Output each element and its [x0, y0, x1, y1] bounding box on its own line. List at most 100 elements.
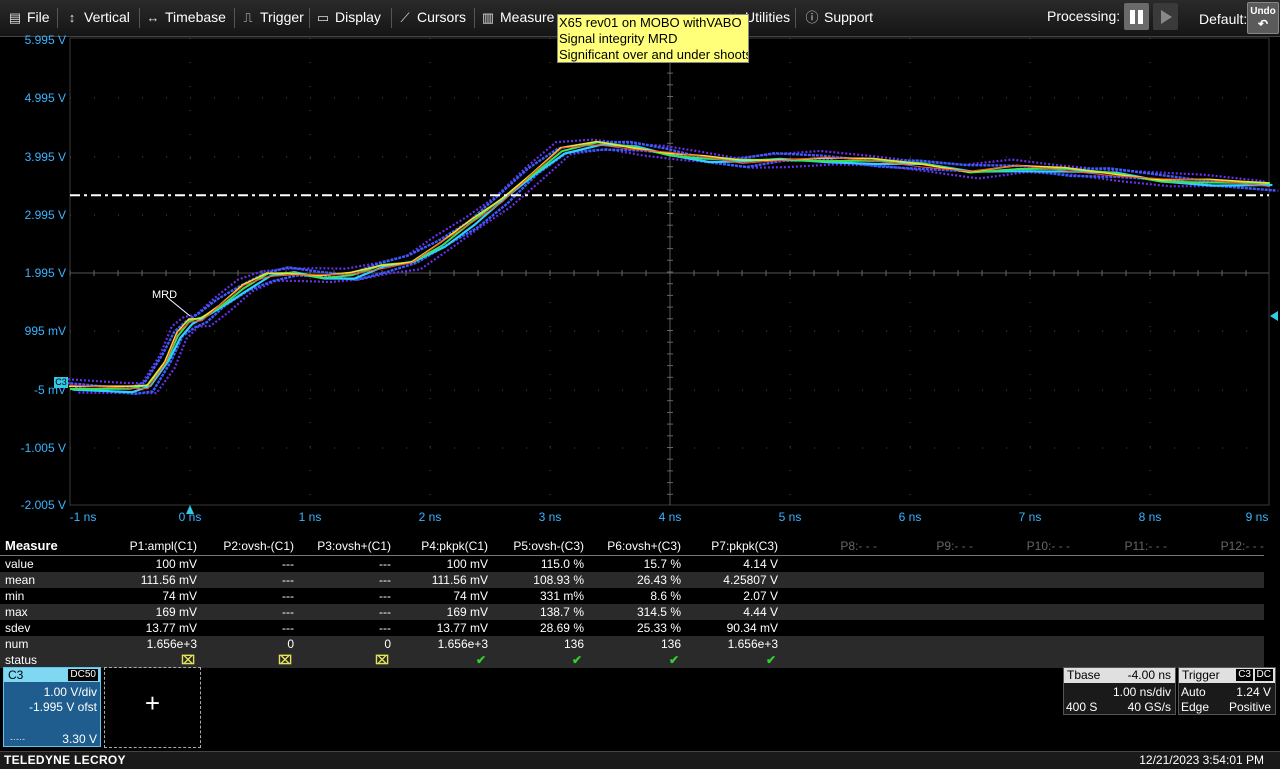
- status-warning-icon: ⌧: [375, 653, 389, 667]
- measure-icon: ▥: [481, 10, 495, 25]
- measure-param-header[interactable]: P10:- - -: [1026, 539, 1070, 553]
- menu-support[interactable]: ⓘ Support: [805, 0, 873, 34]
- menu-bar: ▤ File ↕ Vertical ↔ Timebase ⎍ Trigger ▭ Disp…: [0, 0, 1280, 37]
- timebase-descriptor[interactable]: Tbase -4.00 ns 1.00 ns/div 400 S 40 GS/s: [1063, 667, 1176, 715]
- measure-cell: ---: [379, 605, 391, 619]
- plus-icon: +: [144, 688, 161, 718]
- measure-param-header[interactable]: P12:- - -: [1220, 539, 1264, 553]
- menu-timebase[interactable]: ↔ Timebase: [146, 0, 226, 34]
- play-button[interactable]: [1153, 3, 1178, 30]
- measure-param-header[interactable]: P7:pkpk(C3): [711, 539, 778, 553]
- undo-button[interactable]: Undo ↶: [1247, 2, 1279, 34]
- menu-separator: [474, 8, 475, 28]
- trigger-level-arrow-icon[interactable]: [1270, 311, 1278, 321]
- waveform-trace: [66, 140, 1267, 390]
- measure-row-label: value: [5, 557, 34, 571]
- channel-name: C3: [8, 668, 24, 682]
- measure-cell: 74 mV: [162, 589, 197, 603]
- brand-logo: TELEDYNE LECROY: [4, 753, 126, 767]
- display-icon: ▭: [316, 10, 330, 25]
- measure-param-header[interactable]: P3:ovsh+(C1): [317, 539, 391, 553]
- trigger-position-arrow-icon[interactable]: [186, 505, 194, 514]
- measure-param-header[interactable]: P2:ovsh-(C1): [223, 539, 294, 553]
- measure-cell: ---: [379, 573, 391, 587]
- measure-param-header[interactable]: P8:- - -: [840, 539, 877, 553]
- timebase-delay: -4.00 ns: [1127, 668, 1171, 682]
- measure-cell: 15.7 %: [643, 557, 681, 571]
- measure-cell: 138.7 %: [539, 605, 584, 619]
- measure-cell: 100 mV: [155, 557, 197, 571]
- measure-cell: 111.56 mV: [140, 573, 197, 587]
- measure-cell: 1.656e+3: [437, 637, 488, 651]
- y-axis-label: 1.995 V: [24, 266, 66, 280]
- measure-cell: 0: [287, 637, 294, 651]
- measure-row-label: mean: [5, 573, 36, 587]
- menu-display[interactable]: ▭ Display: [316, 0, 381, 34]
- measure-cell: 4.25807 V: [723, 573, 778, 587]
- x-axis-label: 0 ns: [178, 510, 202, 524]
- trigger-title: Trigger: [1182, 668, 1220, 682]
- measure-cell: 25.33 %: [636, 621, 681, 635]
- measure-title: Measure: [5, 538, 58, 553]
- measure-row-label: sdev: [5, 621, 31, 635]
- add-trace-slot[interactable]: +: [104, 667, 201, 748]
- waveform-trace: [69, 144, 1271, 390]
- pause-button[interactable]: [1124, 3, 1149, 30]
- measure-cell: 169 mV: [155, 605, 197, 619]
- menu-separator: [795, 8, 796, 28]
- x-axis-label: 8 ns: [1138, 510, 1162, 524]
- channel-level: 3.30 V: [62, 732, 97, 746]
- file-icon: ▤: [8, 10, 22, 25]
- trigger-source-badge: C3: [1236, 669, 1253, 681]
- y-axis-label: 995 mV: [24, 324, 66, 338]
- status-ok-icon: ✔: [765, 653, 776, 667]
- x-axis-label: 7 ns: [1018, 510, 1042, 524]
- x-axis-label: 2 ns: [418, 510, 442, 524]
- measure-cell: 74 mV: [453, 589, 488, 603]
- trigger-coupling-badge: DC: [1254, 669, 1273, 681]
- processing-label: Processing:: [1047, 8, 1121, 24]
- y-axis-label: 5.995 V: [24, 33, 66, 47]
- menu-measure[interactable]: ▥ Measure: [481, 0, 555, 34]
- measure-cell: 28.69 %: [539, 621, 584, 635]
- channel-title-bar: C3 DC50: [4, 668, 100, 682]
- x-axis-label: 1 ns: [298, 510, 322, 524]
- tooltip-line-1: X65 rev01 on MOBO withVABO: [559, 15, 742, 30]
- measure-cell: 100 mV: [446, 557, 488, 571]
- menu-file[interactable]: ▤ File: [8, 0, 50, 34]
- trigger-icon: ⎍: [243, 10, 253, 25]
- measure-param-header[interactable]: P6:ovsh+(C3): [607, 539, 681, 553]
- menu-cursors[interactable]: ⟋ Cursors: [398, 0, 466, 34]
- measure-param-header[interactable]: P5:ovsh-(C3): [513, 539, 584, 553]
- measure-param-header[interactable]: P9:- - -: [936, 539, 973, 553]
- measure-cell: 136: [563, 637, 584, 651]
- measure-cell: 13.77 mV: [145, 621, 197, 635]
- menu-separator: [309, 8, 310, 28]
- mrd-leader-line: [167, 297, 191, 317]
- waveform-trace: [78, 147, 1279, 395]
- measure-param-header[interactable]: P4:pkpk(C1): [421, 539, 488, 553]
- cursor-icon: ⟋: [400, 10, 410, 25]
- menu-vertical[interactable]: ↕ Vertical: [65, 0, 130, 34]
- y-axis-label: 4.995 V: [24, 91, 66, 105]
- measure-cell: 26.43 %: [636, 573, 681, 587]
- measure-cell: ---: [282, 573, 294, 587]
- y-axis-label: -2.005 V: [20, 498, 66, 512]
- measure-param-header[interactable]: P1:ampl(C1): [129, 539, 197, 553]
- measure-row-label: min: [5, 589, 25, 603]
- channel-ground-marker[interactable]: C3: [54, 377, 68, 388]
- horizontal-arrows-icon: ↔: [146, 10, 160, 25]
- waveform-grid[interactable]: [0, 0, 1280, 538]
- measure-cell: 4.14 V: [743, 557, 778, 571]
- measure-param-header[interactable]: P11:- - -: [1124, 539, 1167, 553]
- menu-separator: [57, 8, 58, 28]
- y-axis-label: 2.995 V: [24, 208, 66, 222]
- x-axis-label: -1 ns: [69, 510, 97, 524]
- measure-row-label: max: [5, 605, 28, 619]
- y-axis-label: 3.995 V: [24, 150, 66, 164]
- menu-trigger[interactable]: ⎍ Trigger: [241, 0, 303, 34]
- trigger-descriptor[interactable]: Trigger C3 DC Auto 1.24 V Edge Positive: [1178, 667, 1276, 715]
- measure-row-label: num: [5, 637, 29, 651]
- channel-descriptor-c3[interactable]: C3 DC50 1.00 V/div -1.995 V ofst -·-·- 3…: [3, 667, 101, 747]
- status-warning-icon: ⌧: [278, 653, 292, 667]
